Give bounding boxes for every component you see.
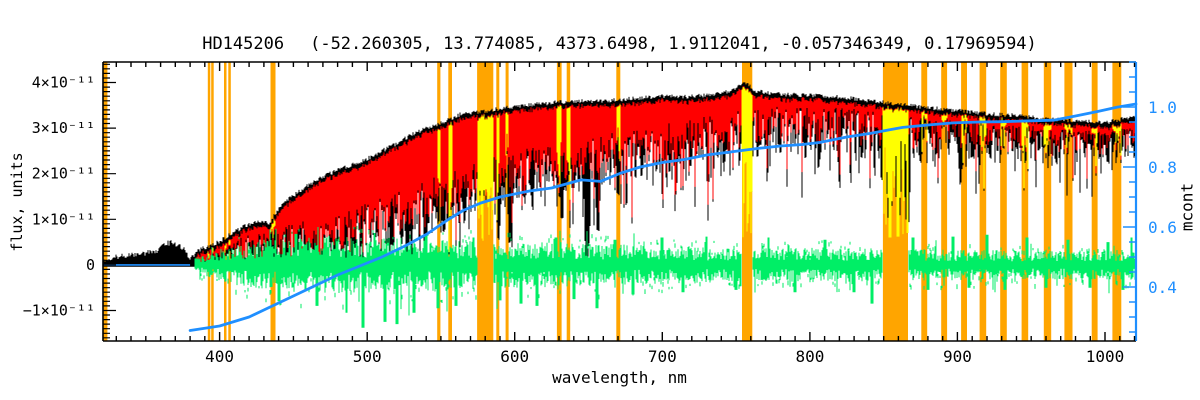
tick-label: 1.0 [1148, 98, 1177, 117]
flux-axis-label: flux, units [8, 152, 26, 252]
tick-label: 400 [205, 347, 234, 366]
tick-label: 1×10⁻¹¹ [32, 210, 95, 228]
tick-label: 0 [86, 256, 95, 274]
tick-label: 4×10⁻¹¹ [32, 74, 95, 92]
tick-label: 3×10⁻¹¹ [32, 119, 95, 137]
plot-title: HD145206 (-52.260305, 13.774085, 4373.649… [103, 34, 1136, 54]
tick-label: 900 [943, 347, 972, 366]
tick-label: 0.8 [1148, 158, 1177, 177]
tick-label: 800 [795, 347, 824, 366]
tick-label: 0.4 [1148, 278, 1177, 297]
tick-label: 2×10⁻¹¹ [32, 165, 95, 183]
tick-label: 500 [353, 347, 382, 366]
tick-label: 700 [648, 347, 677, 366]
mcont-axis-label: mcont [1177, 182, 1197, 232]
fit-parameters: (-52.260305, 13.774085, 4373.6498, 1.911… [310, 34, 1037, 54]
wavelength-axis-label: wavelength, nm [552, 368, 687, 387]
tick-label: 0.6 [1148, 218, 1177, 237]
star-name: HD145206 [202, 34, 285, 54]
tick-label: 1000 [1086, 347, 1125, 366]
tick-label: 600 [500, 347, 529, 366]
tick-label: −1×10⁻¹¹ [23, 302, 95, 320]
